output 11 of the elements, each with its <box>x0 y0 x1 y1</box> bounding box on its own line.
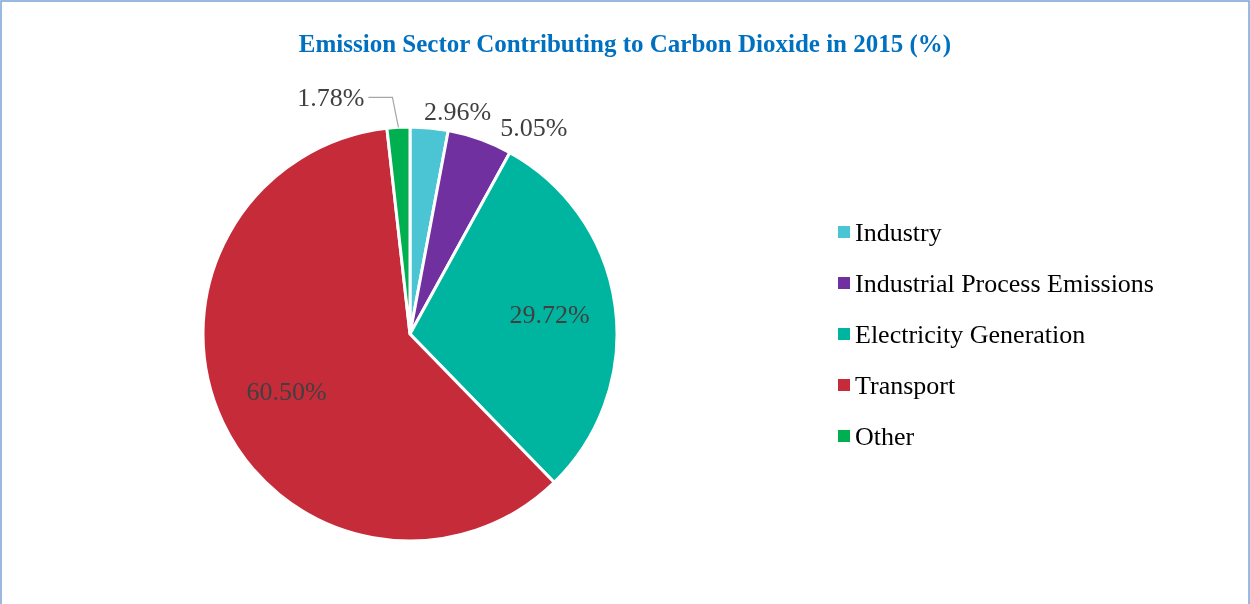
legend-label: Electricity Generation <box>855 320 1086 349</box>
data-label: 5.05% <box>500 112 568 142</box>
legend-label: Transport <box>855 371 956 400</box>
legend-label: Industry <box>855 218 942 247</box>
legend-label: Industrial Process Emissions <box>855 269 1154 298</box>
chart-title: Emission Sector Contributing to Carbon Dioxide in 2015 (%) <box>298 30 952 58</box>
data-label: 1.78% <box>297 83 365 113</box>
legend-label: Other <box>855 422 915 451</box>
data-label: 2.96% <box>423 96 492 126</box>
data-label: 60.50% <box>246 377 327 407</box>
data-label: 29.72% <box>509 300 590 330</box>
